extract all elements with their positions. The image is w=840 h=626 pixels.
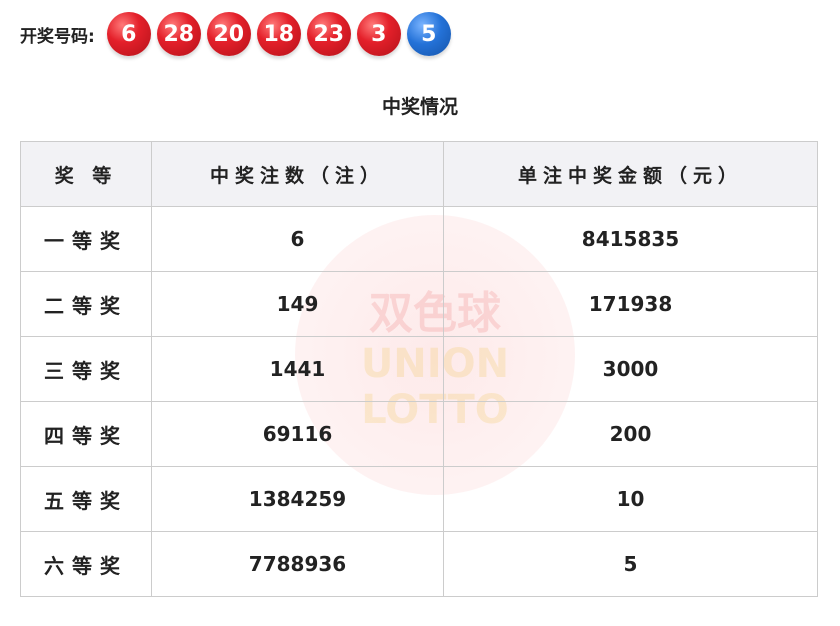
prize-level: 一等奖 <box>20 206 152 272</box>
prize-level: 三等奖 <box>20 336 152 402</box>
prize-amount: 200 <box>443 401 818 467</box>
table-row: 四等奖 69116 200 <box>20 401 818 467</box>
winner-count: 1441 <box>151 336 444 402</box>
prize-level: 五等奖 <box>20 466 152 532</box>
red-ball: 28 <box>156 12 201 56</box>
draw-numbers: 开奖号码: 6 28 20 18 23 3 5 <box>20 12 457 56</box>
prize-amount: 3000 <box>443 336 818 402</box>
blue-ball: 5 <box>406 12 451 56</box>
red-ball: 6 <box>106 12 151 56</box>
prize-amount: 8415835 <box>443 206 818 272</box>
red-ball: 23 <box>306 12 351 56</box>
winner-count: 149 <box>151 271 444 337</box>
header-amount: 单注中奖金额（元） <box>443 141 818 207</box>
table-row: 二等奖 149 171938 <box>20 271 818 337</box>
prize-table: 奖 等 中奖注数（注） 单注中奖金额（元） 一等奖 6 8415835 二等奖 149 1… <box>20 141 818 597</box>
winner-count: 69116 <box>151 401 444 467</box>
header-count: 中奖注数（注） <box>151 141 444 207</box>
prize-level: 四等奖 <box>20 401 152 467</box>
table-header: 奖 等 中奖注数（注） 单注中奖金额（元） <box>20 141 818 207</box>
red-ball: 3 <box>356 12 401 56</box>
table-row: 六等奖 7788936 5 <box>20 531 818 597</box>
prize-amount: 171938 <box>443 271 818 337</box>
prize-level: 六等奖 <box>20 531 152 597</box>
prize-amount: 10 <box>443 466 818 532</box>
prize-amount: 5 <box>443 531 818 597</box>
winner-count: 6 <box>151 206 444 272</box>
draw-label: 开奖号码: <box>20 26 95 47</box>
winner-count: 1384259 <box>151 466 444 532</box>
header-level: 奖 等 <box>20 141 152 207</box>
red-ball: 18 <box>256 12 301 56</box>
table-row: 一等奖 6 8415835 <box>20 206 818 272</box>
red-ball: 20 <box>206 12 251 56</box>
prize-level: 二等奖 <box>20 271 152 337</box>
table-row: 三等奖 1441 3000 <box>20 336 818 402</box>
winner-count: 7788936 <box>151 531 444 597</box>
page-title: 中奖情况 <box>381 96 458 118</box>
table-row: 五等奖 1384259 10 <box>20 466 818 532</box>
balls: 6 28 20 18 23 3 5 <box>106 12 457 56</box>
